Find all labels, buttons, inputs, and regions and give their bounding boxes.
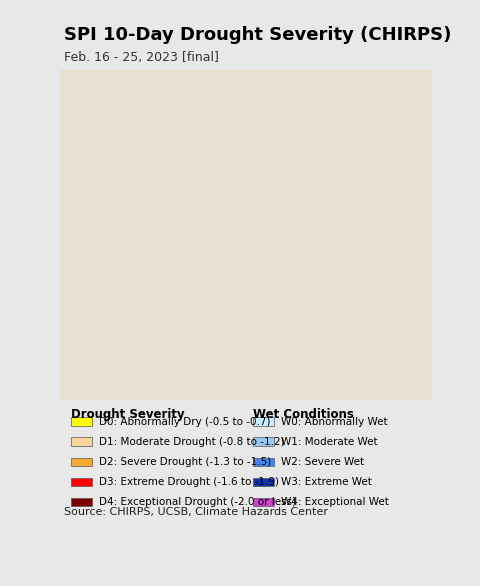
Text: D3: Extreme Drought (-1.6 to -1.9): D3: Extreme Drought (-1.6 to -1.9) — [99, 477, 279, 487]
FancyBboxPatch shape — [71, 438, 92, 446]
Text: Source: CHIRPS, UCSB, Climate Hazards Center: Source: CHIRPS, UCSB, Climate Hazards Ce… — [64, 507, 328, 517]
Text: W0: Abnormally Wet: W0: Abnormally Wet — [281, 417, 388, 427]
Text: W3: Extreme Wet: W3: Extreme Wet — [281, 477, 372, 487]
FancyBboxPatch shape — [253, 438, 274, 446]
Text: Feb. 16 - 25, 2023 [final]: Feb. 16 - 25, 2023 [final] — [64, 51, 218, 64]
FancyBboxPatch shape — [253, 458, 274, 466]
Text: D1: Moderate Drought (-0.8 to -1.2): D1: Moderate Drought (-0.8 to -1.2) — [99, 437, 285, 447]
Text: W4: Exceptional Wet: W4: Exceptional Wet — [281, 497, 389, 507]
FancyBboxPatch shape — [253, 417, 274, 426]
Text: W1: Moderate Wet: W1: Moderate Wet — [281, 437, 378, 447]
Text: W2: Severe Wet: W2: Severe Wet — [281, 457, 364, 467]
Text: Drought Severity: Drought Severity — [71, 408, 185, 421]
FancyBboxPatch shape — [71, 498, 92, 506]
Text: D2: Severe Drought (-1.3 to -1.5): D2: Severe Drought (-1.3 to -1.5) — [99, 457, 271, 467]
Text: Wet Conditions: Wet Conditions — [253, 408, 354, 421]
FancyBboxPatch shape — [253, 478, 274, 486]
Text: SPI 10-Day Drought Severity (CHIRPS): SPI 10-Day Drought Severity (CHIRPS) — [64, 26, 451, 44]
FancyBboxPatch shape — [71, 417, 92, 426]
FancyBboxPatch shape — [253, 498, 274, 506]
Text: D0: Abnormally Dry (-0.5 to -0.7): D0: Abnormally Dry (-0.5 to -0.7) — [99, 417, 271, 427]
FancyBboxPatch shape — [60, 70, 432, 400]
FancyBboxPatch shape — [71, 478, 92, 486]
Text: D4: Exceptional Drought (-2.0 or less): D4: Exceptional Drought (-2.0 or less) — [99, 497, 296, 507]
FancyBboxPatch shape — [71, 458, 92, 466]
